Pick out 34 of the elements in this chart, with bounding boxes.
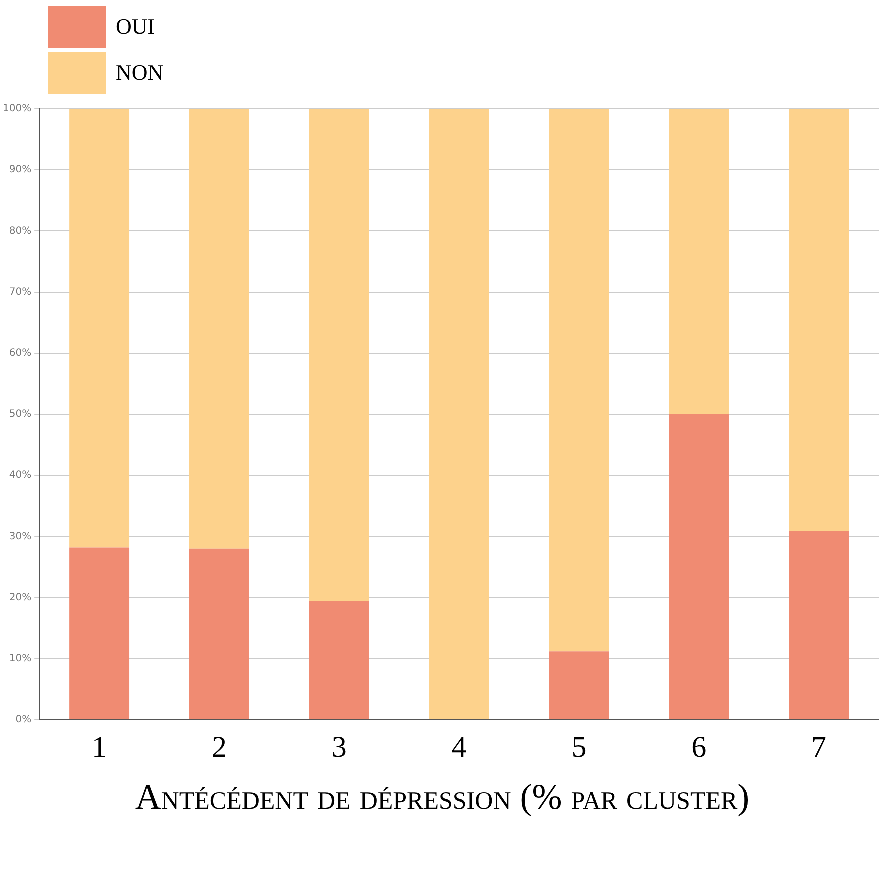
y-tick-label: 50% xyxy=(9,409,32,420)
x-tick-label: 5 xyxy=(572,730,587,764)
bar xyxy=(189,548,250,720)
bar xyxy=(669,414,730,720)
y-tick-label: 20% xyxy=(9,592,32,604)
y-tick-label: 40% xyxy=(9,470,32,482)
x-tick-label: 7 xyxy=(812,730,827,764)
bar xyxy=(669,109,730,414)
y-tick-label: 100% xyxy=(2,104,32,115)
y-tick-label: 30% xyxy=(9,531,32,542)
y-tick-label: 70% xyxy=(9,286,32,298)
bar xyxy=(789,531,850,720)
y-tick-label: 90% xyxy=(9,164,32,176)
bar xyxy=(309,109,370,602)
x-axis-title: Antécédent de dépression (% par cluster) xyxy=(134,776,751,819)
bar xyxy=(309,601,370,720)
y-tick-label: 60% xyxy=(9,348,32,359)
y-tick-label: 10% xyxy=(9,653,32,664)
x-tick-label: 1 xyxy=(92,730,108,764)
y-tick-label: 0% xyxy=(16,714,32,726)
x-tick-label: 3 xyxy=(332,730,347,764)
y-tick-label: 80% xyxy=(9,226,32,237)
x-tick-label: 2 xyxy=(212,730,227,764)
legend-label: NON xyxy=(116,60,164,86)
legend-label: OUI xyxy=(116,14,156,40)
bar xyxy=(789,109,850,532)
bar xyxy=(549,652,610,720)
x-tick-label: 6 xyxy=(692,730,707,764)
bar xyxy=(429,109,490,720)
bar xyxy=(549,109,610,652)
x-tick-label: 4 xyxy=(452,730,467,764)
bar xyxy=(70,548,130,720)
bar xyxy=(189,109,250,549)
bar xyxy=(70,109,130,548)
